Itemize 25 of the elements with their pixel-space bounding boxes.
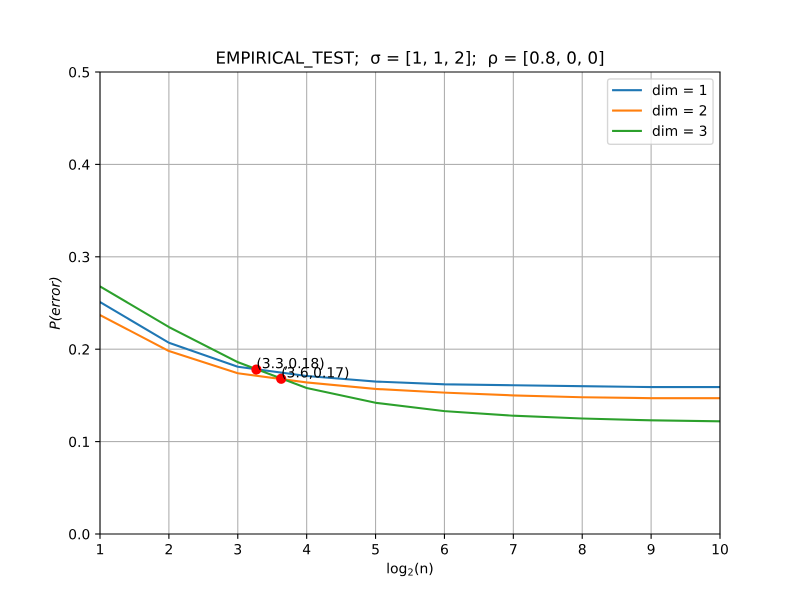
x-tick-label: 1 (97, 544, 104, 554)
y-tick-label: 0.5 (69, 66, 90, 78)
y-axis-title: P(error) (49, 278, 62, 330)
line-series (100, 285, 720, 422)
y-tick-label: 0.2 (69, 344, 89, 355)
legend-label: dim = 2 (652, 104, 706, 116)
x-tick-label: 10 (712, 544, 728, 554)
x-axis-title: log$_{2}$(n) (387, 562, 432, 576)
chart-title: EMPIRICAL_TEST; σ = [1, 1, 2]; ρ = [0.8, 0, 0] (217, 51, 604, 68)
x-tick-label: 2 (165, 544, 172, 554)
legend-label: dim = 3 (652, 125, 706, 136)
x-tick-label: 6 (440, 544, 448, 554)
y-tick-label: 0.0 (69, 528, 90, 540)
x-tick-label: 4 (302, 544, 310, 554)
x-tick-label: 5 (372, 544, 379, 554)
y-tick-label: 0.4 (69, 159, 90, 170)
x-tick-label: 3 (234, 544, 242, 554)
x-tick-label: 8 (578, 544, 586, 554)
x-tick-label: 7 (510, 544, 517, 554)
y-tick-label: 0.3 (69, 252, 90, 262)
line-series (100, 301, 720, 388)
line-series (100, 314, 720, 400)
y-tick-label: 0.1 (69, 436, 89, 448)
legend-label: dim = 1 (652, 84, 706, 96)
x-tick-label: 9 (648, 544, 655, 554)
